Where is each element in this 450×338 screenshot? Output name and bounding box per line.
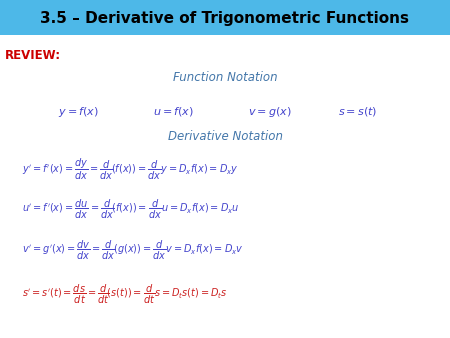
Text: $y' = f'(x) = \dfrac{dy}{dx} = \dfrac{d}{dx}\!\left(f(x)\right) = \dfrac{d}{dx}y: $y' = f'(x) = \dfrac{dy}{dx} = \dfrac{d}… [22,156,239,182]
Text: $u' = f'(x) = \dfrac{du}{dx} = \dfrac{d}{dx}\!\left(f(x)\right) = \dfrac{d}{dx}u: $u' = f'(x) = \dfrac{du}{dx} = \dfrac{d}… [22,198,240,221]
Text: Derivative Notation: Derivative Notation [167,130,283,143]
Text: $s' = s'(t) = \dfrac{ds}{dt} = \dfrac{d}{dt}\!\left(s(t)\right) = \dfrac{d}{dt}s: $s' = s'(t) = \dfrac{ds}{dt} = \dfrac{d}… [22,283,228,306]
Text: 3.5 – Derivative of Trigonometric Functions: 3.5 – Derivative of Trigonometric Functi… [40,11,410,26]
Text: $s = s(t)$: $s = s(t)$ [338,105,377,118]
Text: Function Notation: Function Notation [173,71,277,84]
Text: $v = g(x)$: $v = g(x)$ [248,104,291,119]
Text: $u = f(x)$: $u = f(x)$ [153,105,194,118]
Text: $v' = g'(x) = \dfrac{dv}{dx} = \dfrac{d}{dx}\!\left(g(x)\right) = \dfrac{d}{dx}v: $v' = g'(x) = \dfrac{dv}{dx} = \dfrac{d}… [22,239,244,262]
Text: $y = f(x)$: $y = f(x)$ [58,104,99,119]
Text: REVIEW:: REVIEW: [4,49,61,62]
FancyBboxPatch shape [0,0,450,35]
